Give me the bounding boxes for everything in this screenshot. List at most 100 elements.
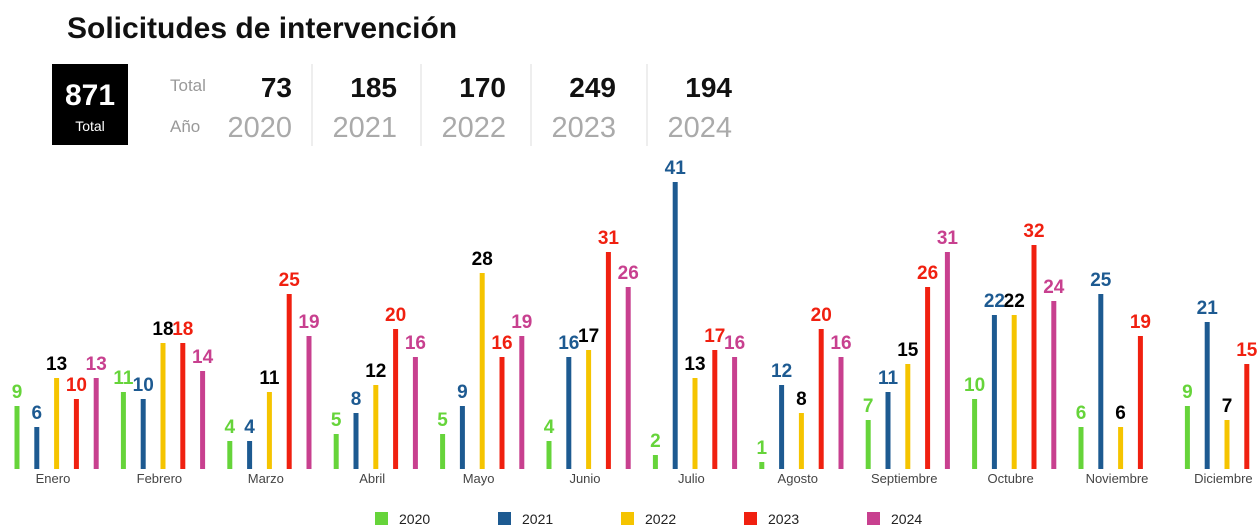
bar	[180, 343, 186, 469]
year-total: 249	[569, 72, 616, 103]
value-label: 6	[32, 403, 43, 424]
value-label: 14	[192, 347, 214, 368]
total-box	[52, 64, 128, 145]
value-label: 19	[1130, 312, 1151, 333]
legend-label: 2022	[645, 511, 676, 527]
chart-title: Solicitudes de intervención	[67, 12, 457, 45]
value-label: 19	[298, 312, 319, 333]
bar	[672, 182, 678, 469]
value-label: 9	[1182, 382, 1193, 403]
year-label: 2020	[227, 112, 292, 144]
bar	[160, 343, 166, 469]
value-label: 12	[771, 361, 792, 382]
value-label: 4	[544, 417, 555, 438]
bar	[1184, 406, 1190, 469]
bar	[353, 413, 359, 469]
x-tick-label: Septiembre	[871, 471, 937, 486]
value-label: 22	[984, 291, 1005, 312]
value-label: 6	[1115, 403, 1126, 424]
bar	[1244, 364, 1250, 469]
x-tick-label: Marzo	[248, 471, 284, 486]
bar	[286, 294, 292, 469]
year-label: 2022	[441, 112, 506, 144]
bar	[54, 378, 60, 469]
year-total: 185	[350, 72, 397, 103]
bar	[247, 441, 253, 469]
bar	[865, 420, 871, 469]
value-label: 13	[684, 354, 705, 375]
legend-swatch	[621, 512, 634, 525]
legend-label: 2023	[768, 511, 799, 527]
bar	[519, 336, 525, 469]
legend-swatch	[375, 512, 388, 525]
legend-label: 2021	[522, 511, 553, 527]
bar	[1051, 301, 1057, 469]
x-tick-label: Agosto	[778, 471, 818, 486]
value-label: 13	[86, 354, 107, 375]
bar	[972, 399, 978, 469]
value-label: 26	[618, 263, 639, 284]
value-label: 19	[511, 312, 532, 333]
value-label: 17	[704, 326, 725, 347]
x-tick-label: Diciembre	[1194, 471, 1253, 486]
legend-swatch	[498, 512, 511, 525]
bar	[692, 378, 698, 469]
bar	[440, 434, 446, 469]
x-tick-label: Junio	[569, 471, 600, 486]
value-label: 21	[1197, 298, 1219, 319]
value-label: 15	[1236, 340, 1258, 361]
x-tick-label: Julio	[678, 471, 705, 486]
value-label: 11	[113, 368, 134, 389]
bar	[1031, 245, 1037, 469]
value-label: 11	[878, 368, 899, 389]
bar	[798, 413, 804, 469]
bar	[373, 385, 379, 469]
bar	[925, 287, 931, 469]
value-label: 16	[491, 333, 512, 354]
value-label: 12	[365, 361, 386, 382]
bar	[818, 329, 824, 469]
year-total: 73	[261, 72, 292, 103]
x-tick-label: Abril	[359, 471, 385, 486]
bar	[759, 462, 765, 469]
bar	[479, 273, 485, 469]
value-label: 16	[558, 333, 579, 354]
value-label: 1	[757, 438, 768, 459]
year-label: 2023	[551, 112, 616, 144]
bar	[605, 252, 611, 469]
value-label: 10	[964, 375, 985, 396]
bar	[266, 392, 272, 469]
legend-label: 2020	[399, 511, 430, 527]
bar	[120, 392, 126, 469]
bar	[93, 378, 99, 469]
value-label: 20	[811, 305, 832, 326]
value-label: 5	[437, 410, 448, 431]
value-label: 7	[863, 396, 874, 417]
year-label: 2021	[332, 112, 397, 144]
value-label: 41	[665, 158, 687, 179]
value-label: 16	[830, 333, 851, 354]
value-label: 26	[917, 263, 938, 284]
bar	[333, 434, 339, 469]
value-label: 8	[351, 389, 362, 410]
x-tick-label: Octubre	[987, 471, 1033, 486]
bar	[1224, 420, 1230, 469]
bar	[306, 336, 312, 469]
value-label: 16	[405, 333, 426, 354]
bar	[34, 427, 40, 469]
bar	[779, 385, 785, 469]
bar	[393, 329, 399, 469]
bar	[1098, 294, 1104, 469]
value-label: 31	[598, 228, 620, 249]
value-label: 18	[152, 319, 173, 340]
bar	[499, 357, 505, 469]
year-total: 170	[459, 72, 506, 103]
value-label: 8	[796, 389, 807, 410]
bar	[944, 252, 950, 469]
x-tick-label: Febrero	[137, 471, 183, 486]
bar	[14, 406, 20, 469]
value-label: 32	[1023, 221, 1044, 242]
value-label: 18	[172, 319, 193, 340]
bar	[712, 350, 718, 469]
grand-total-label: Total	[75, 118, 105, 134]
